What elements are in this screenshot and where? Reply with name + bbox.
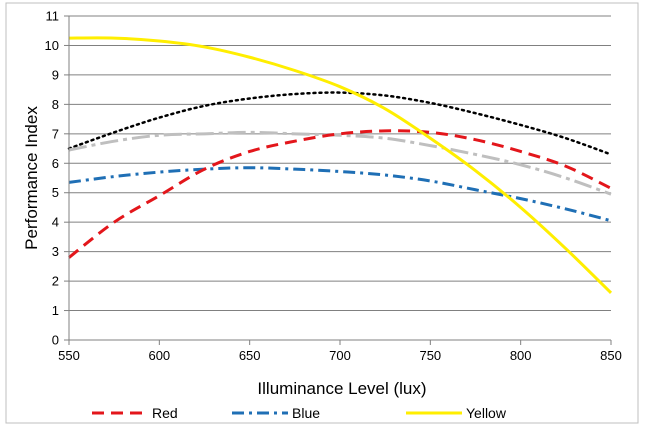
- legend: Red Blue Yellow: [92, 405, 507, 421]
- legend-label-yellow: Yellow: [466, 405, 507, 421]
- y-tick-label: 5: [52, 185, 59, 200]
- chart-outer-border: [5, 2, 639, 424]
- axes: [64, 15, 612, 345]
- x-tick-label: 750: [419, 348, 441, 363]
- y-tick-label: 6: [52, 156, 59, 171]
- y-tick-label: 11: [46, 9, 60, 24]
- y-tick-label: 9: [52, 67, 59, 82]
- y-tick-label: 2: [52, 274, 59, 289]
- x-tick-label: 600: [148, 348, 170, 363]
- series-line-blue: [68, 166, 612, 223]
- y-tick-label: 4: [52, 215, 59, 230]
- y-tick-label: 1: [52, 303, 59, 318]
- series-line-dotted-black: [67, 91, 613, 156]
- y-tick-label: 10: [45, 38, 59, 53]
- series-layer: [67, 36, 613, 294]
- x-axis-title: Illuminance Level (lux): [257, 379, 426, 398]
- series-line-dashdot-gray: [68, 130, 612, 196]
- y-tick-label: 8: [52, 97, 59, 112]
- legend-label-blue: Blue: [292, 405, 320, 421]
- y-axis-tick-labels: 0 1 2 3 4 5 6 7 8 9 10 11: [45, 9, 59, 348]
- legend-label-red: Red: [152, 405, 178, 421]
- series-line-red: [68, 129, 612, 259]
- series-line-yellow: [68, 36, 613, 294]
- x-tick-label: 700: [329, 348, 351, 363]
- x-axis-tick-labels: 550 600 650 700 750 800 850: [58, 348, 622, 363]
- y-tick-label: 0: [52, 333, 59, 348]
- x-tick-label: 850: [600, 348, 622, 363]
- y-axis-title: Performance Index: [22, 106, 41, 250]
- x-tick-label: 650: [239, 348, 261, 363]
- y-tick-label: 3: [52, 244, 59, 259]
- y-tick-label: 7: [52, 126, 59, 141]
- x-tick-label: 800: [510, 348, 532, 363]
- x-tick-label: 550: [58, 348, 80, 363]
